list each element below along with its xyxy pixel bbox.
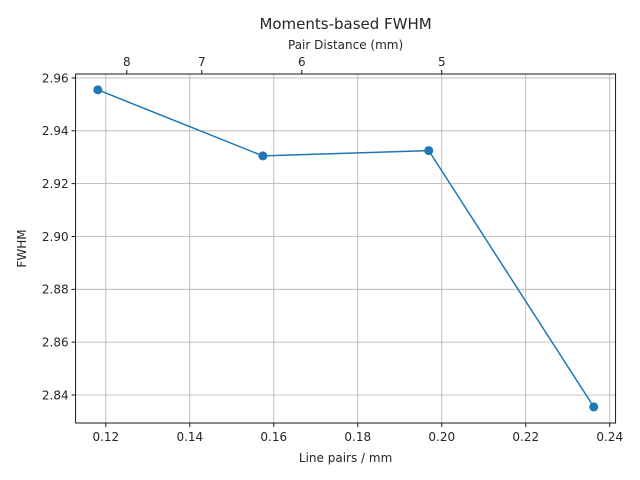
data-point (258, 151, 268, 161)
secondary-x-tick-label: 5 (438, 55, 446, 69)
y-tick-label: 2.88 (42, 283, 69, 297)
x-tick-label: 0.16 (260, 430, 287, 444)
secondary-x-tick-label: 8 (123, 55, 131, 69)
y-axis-label: FWHM (15, 229, 29, 267)
x-tick-label: 0.24 (596, 430, 623, 444)
data-point (93, 85, 103, 95)
secondary-x-tick-label: 7 (198, 55, 206, 69)
plot-frame (75, 73, 617, 424)
series (93, 85, 599, 412)
secondary-x-tick-label: 6 (298, 55, 306, 69)
x-tick-label: 0.14 (176, 430, 203, 444)
x-axis-label: Line pairs / mm (299, 451, 392, 465)
x-tick-label: 0.18 (344, 430, 371, 444)
y-tick-label: 2.84 (42, 388, 69, 402)
x-tick-label: 0.12 (92, 430, 119, 444)
y-tick-label: 2.94 (42, 124, 69, 138)
y-tick-label: 2.96 (42, 71, 69, 85)
secondary-x-axis-label: Pair Distance (mm) (288, 38, 403, 52)
ticks: 0.12 0.14 0.16 0.18 0.20 0.22 0.24 2.84 2.86 2.88… (42, 55, 623, 444)
y-tick-label: 2.86 (42, 335, 69, 349)
x-tick-label: 0.22 (512, 430, 539, 444)
data-point (424, 146, 434, 156)
chart-title: Moments-based FWHM (259, 15, 431, 33)
data-point (589, 402, 599, 412)
grid (75, 74, 616, 423)
x-tick-label: 0.20 (428, 430, 455, 444)
y-tick-label: 2.90 (42, 230, 69, 244)
series-line (97, 89, 595, 408)
y-tick-label: 2.92 (42, 177, 69, 191)
